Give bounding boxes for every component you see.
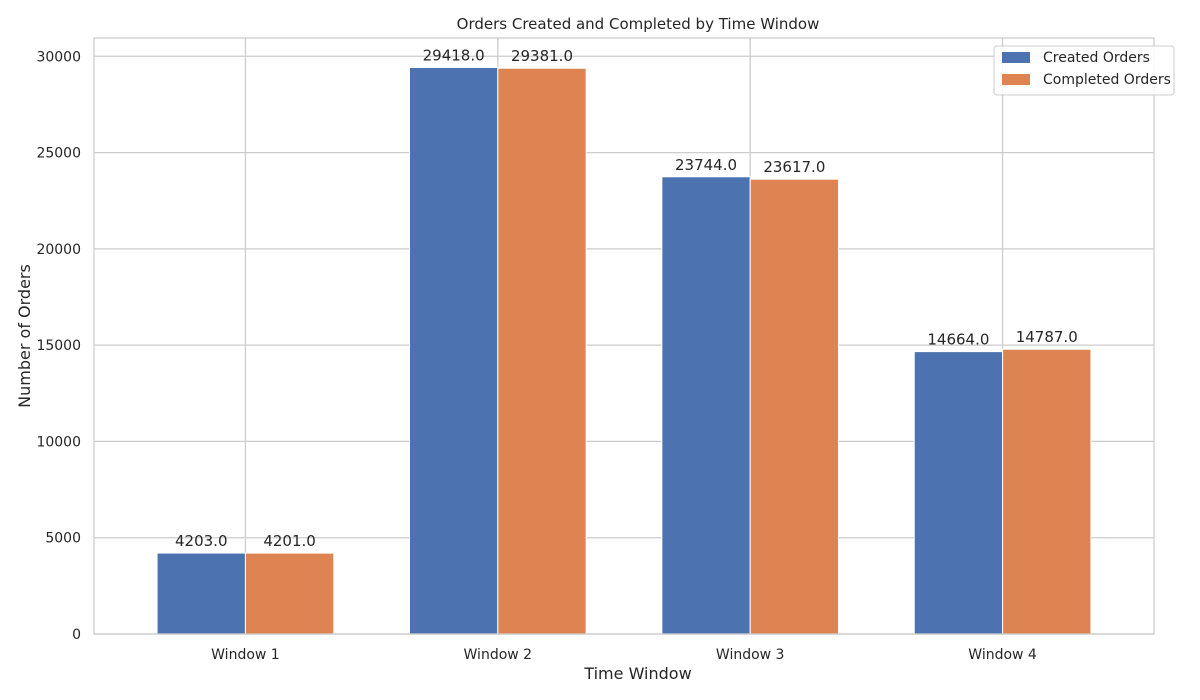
legend: Created Orders Completed Orders: [993, 45, 1175, 96]
chart-title: Orders Created and Completed by Time Win…: [457, 15, 820, 33]
bar-value-labels: 4203.0 29418.0 23744.0 14664.0 4201.0 29381.0…: [175, 47, 1078, 551]
bar-created-orders-window-4: [913, 351, 1004, 635]
y-tick-label: 25000: [36, 146, 81, 162]
bar-created-orders-window-3: [661, 176, 751, 635]
x-axis-ticks: Window 1 Window 2 Window 3 Window 4: [211, 647, 1037, 663]
bar-completed-orders-window-2: [497, 67, 587, 635]
bar-label-created-orders-window-2: 29418.0: [423, 47, 485, 65]
x-tick-label-window-1: Window 1: [211, 647, 280, 663]
bar-created-orders-window-1: [156, 552, 246, 635]
x-tick-label-window-3: Window 3: [716, 647, 785, 663]
y-axis-ticks: 0 5000 10000 15000 20000 25000 30000: [36, 49, 81, 643]
bars: [156, 67, 1092, 635]
x-tick-label-window-2: Window 2: [464, 647, 533, 663]
bar-label-created-orders-window-4: 14664.0: [927, 331, 989, 349]
bar-completed-orders-window-1: [244, 552, 335, 635]
y-tick-label: 5000: [45, 531, 81, 547]
y-axis-title: Number of Orders: [15, 264, 34, 408]
legend-swatch-created-orders: [1002, 52, 1030, 63]
x-tick-label-window-4: Window 4: [968, 647, 1037, 663]
bar-label-created-orders-window-1: 4203.0: [175, 532, 228, 550]
x-axis-title: Time Window: [583, 664, 691, 683]
bar-label-created-orders-window-3: 23744.0: [675, 156, 737, 174]
bar-label-completed-orders-window-3: 23617.0: [763, 158, 825, 176]
legend-box: [993, 45, 1175, 96]
legend-swatch-completed-orders: [1002, 74, 1030, 85]
bar-completed-orders-window-3: [749, 178, 840, 635]
bar-label-completed-orders-window-1: 4201.0: [263, 532, 316, 550]
bar-completed-orders-window-4: [1002, 348, 1092, 635]
y-tick-label: 30000: [36, 49, 81, 65]
y-tick-label: 10000: [36, 434, 81, 450]
bar-label-completed-orders-window-2: 29381.0: [511, 47, 573, 65]
y-tick-label: 20000: [36, 242, 81, 258]
bar-label-completed-orders-window-4: 14787.0: [1016, 328, 1078, 346]
legend-label-completed-orders: Completed Orders: [1043, 72, 1171, 88]
bar-created-orders-window-2: [408, 67, 499, 635]
y-tick-label: 15000: [36, 338, 81, 354]
legend-label-created-orders: Created Orders: [1043, 50, 1150, 66]
y-tick-label: 0: [72, 627, 81, 643]
plot-area-frame: [93, 37, 1155, 635]
